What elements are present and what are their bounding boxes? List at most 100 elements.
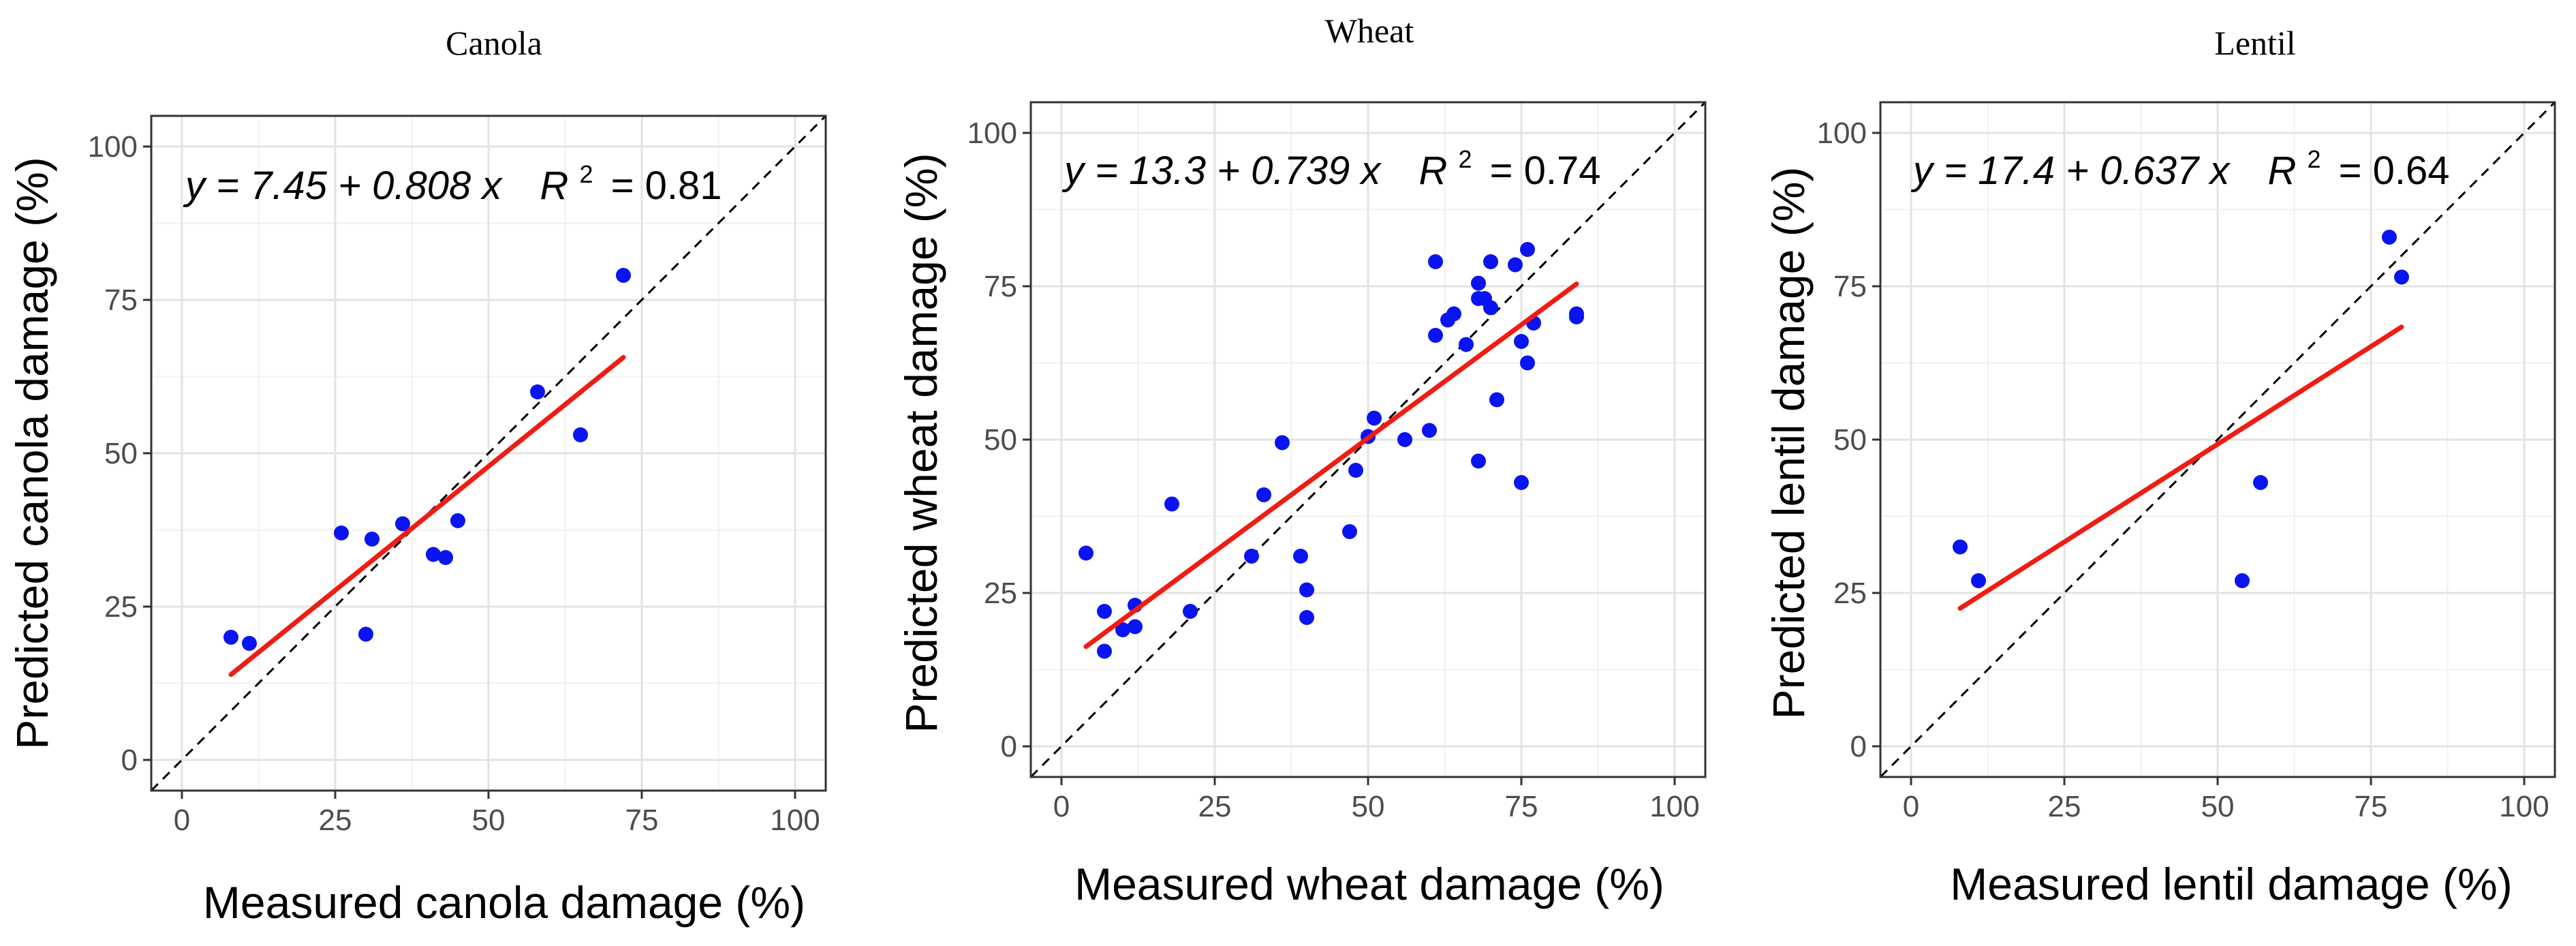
r2-label: R bbox=[2267, 149, 2296, 193]
data-point bbox=[2382, 230, 2397, 245]
data-point bbox=[450, 513, 465, 528]
data-point bbox=[2394, 269, 2409, 285]
x-tick-label: 0 bbox=[174, 804, 190, 837]
y-tick-label: 50 bbox=[984, 423, 1017, 457]
x-tick-label: 25 bbox=[319, 804, 352, 837]
plot-border bbox=[1029, 101, 1707, 778]
y-tick-label: 0 bbox=[121, 744, 138, 777]
y-tick-label: 25 bbox=[104, 590, 138, 624]
x-axis-title: Measured wheat damage (%) bbox=[1074, 859, 1664, 909]
identity-line bbox=[1879, 101, 2556, 778]
regression-line bbox=[1083, 281, 1579, 650]
data-point bbox=[1293, 549, 1308, 564]
r2-label: R bbox=[540, 164, 568, 208]
data-point bbox=[2253, 475, 2268, 490]
data-point bbox=[395, 516, 410, 532]
data-point bbox=[1471, 275, 1486, 291]
data-point bbox=[1953, 539, 1968, 555]
data-point bbox=[1520, 242, 1535, 257]
r2-value: = 0.64 bbox=[2339, 149, 2450, 193]
x-tick-label: 75 bbox=[2355, 790, 2388, 823]
data-point bbox=[1078, 545, 1093, 561]
data-point bbox=[1514, 334, 1529, 349]
data-point bbox=[1299, 610, 1314, 625]
x-tick-label: 75 bbox=[625, 804, 659, 837]
chart-title: Lentil bbox=[2214, 24, 2295, 62]
data-point bbox=[616, 268, 631, 283]
data-point bbox=[1569, 309, 1584, 324]
plot-area bbox=[143, 115, 827, 799]
data-point bbox=[1397, 432, 1412, 447]
data-point bbox=[1422, 423, 1437, 438]
data-point bbox=[1428, 254, 1443, 269]
identity-line bbox=[150, 115, 827, 792]
y-tick-label: 100 bbox=[1817, 117, 1867, 150]
r2-superscript: 2 bbox=[2307, 145, 2321, 173]
equation-text: y = 13.3 + 0.739 x bbox=[1061, 149, 1382, 193]
x-tick-label: 0 bbox=[1053, 790, 1070, 823]
chart-title: Canola bbox=[446, 24, 542, 62]
data-point bbox=[1164, 496, 1179, 512]
x-tick-label: 50 bbox=[472, 804, 506, 837]
x-tick-label: 25 bbox=[1198, 790, 1232, 823]
r2-value: = 0.74 bbox=[1490, 149, 1601, 193]
data-point bbox=[1367, 410, 1382, 426]
y-tick-label: 100 bbox=[88, 130, 138, 164]
data-point bbox=[1115, 622, 1130, 637]
plot-border bbox=[1879, 101, 2556, 778]
data-point bbox=[1446, 306, 1461, 322]
x-tick-label: 25 bbox=[2048, 790, 2081, 823]
plot-area bbox=[1023, 101, 1707, 785]
data-point bbox=[242, 636, 257, 651]
regression-equation: y = 13.3 + 0.739 x R 2 = 0.74 bbox=[1061, 132, 1601, 193]
x-tick-label: 0 bbox=[1903, 790, 1919, 823]
x-tick-label: 100 bbox=[2499, 790, 2549, 823]
regression-equation: y = 17.4 + 0.637 x R 2 = 0.64 bbox=[1910, 132, 2450, 193]
chart-lentil: Lentil Predicted lentil damage (%) Measu… bbox=[1763, 24, 2556, 909]
r2-label: R bbox=[1418, 149, 1447, 193]
chart-title: Wheat bbox=[1325, 12, 1414, 50]
regression-line bbox=[228, 354, 626, 677]
data-point bbox=[1428, 328, 1443, 343]
data-point bbox=[1489, 392, 1504, 408]
y-tick-label: 25 bbox=[1833, 577, 1867, 610]
data-point bbox=[1299, 582, 1314, 598]
x-tick-label: 75 bbox=[1505, 790, 1538, 823]
data-point bbox=[1097, 604, 1112, 619]
data-point bbox=[1971, 573, 1986, 588]
data-point bbox=[1520, 355, 1535, 371]
x-tick-label: 50 bbox=[2201, 790, 2235, 823]
r2-superscript: 2 bbox=[579, 160, 593, 188]
data-point bbox=[1459, 337, 1474, 352]
data-point bbox=[530, 384, 545, 399]
plot-area bbox=[1872, 101, 2556, 785]
y-tick-label: 100 bbox=[967, 117, 1017, 150]
data-point bbox=[334, 525, 349, 540]
chart-canola: Canola Predicted canola damage (%) Measu… bbox=[7, 24, 827, 928]
x-tick-label: 100 bbox=[1649, 790, 1699, 823]
data-point bbox=[2235, 573, 2250, 588]
y-tick-label: 75 bbox=[984, 270, 1017, 303]
data-point bbox=[1483, 254, 1498, 269]
data-point bbox=[1348, 463, 1363, 478]
y-tick-label: 75 bbox=[1833, 270, 1867, 303]
y-tick-label: 75 bbox=[104, 284, 138, 317]
data-point bbox=[426, 547, 441, 562]
equation-text: y = 7.45 + 0.808 x bbox=[183, 164, 503, 208]
y-axis-title: Predicted wheat damage (%) bbox=[896, 153, 946, 733]
data-point bbox=[358, 626, 373, 642]
data-point bbox=[438, 550, 453, 565]
x-tick-label: 50 bbox=[1352, 790, 1385, 823]
data-point bbox=[1471, 453, 1486, 469]
y-tick-label: 0 bbox=[1850, 730, 1867, 763]
data-point bbox=[573, 427, 588, 442]
data-point bbox=[364, 532, 379, 547]
data-point bbox=[1514, 475, 1529, 490]
plot-border bbox=[150, 115, 827, 792]
data-point bbox=[1508, 257, 1523, 273]
r2-superscript: 2 bbox=[1458, 145, 1472, 173]
data-point bbox=[1097, 643, 1112, 659]
regression-line bbox=[1957, 324, 2404, 611]
data-point bbox=[1256, 487, 1271, 502]
